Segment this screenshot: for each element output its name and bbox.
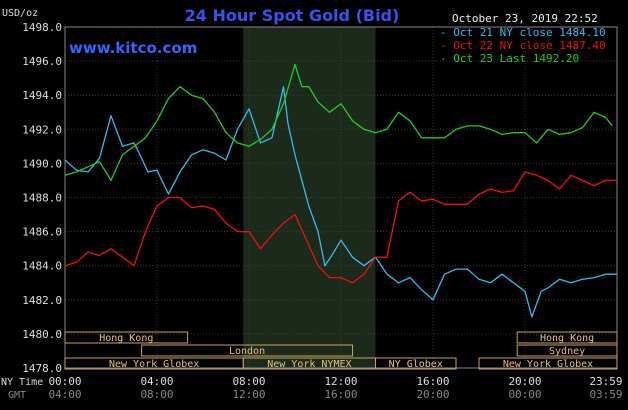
timestamp: October 23, 2019 22:52	[452, 12, 598, 25]
session-bar	[375, 357, 457, 370]
x-axis-ny-label: NY Time	[1, 377, 43, 388]
x-tick-gmt: 12:00	[232, 388, 265, 401]
session-bar	[141, 344, 353, 357]
x-tick-ny: 04:00	[140, 375, 173, 388]
legend-entry: - Oct 23 Last 1492.20	[440, 52, 579, 65]
x-tick-ny: 00:00	[48, 375, 81, 388]
x-tick-gmt: 00:00	[508, 388, 541, 401]
legend: - Oct 21 NY close 1484.10- Oct 22 NY clo…	[440, 26, 606, 65]
y-tick-label: 1492.0	[22, 123, 62, 136]
y-tick-label: 1488.0	[22, 192, 62, 205]
x-tick-gmt: 08:00	[140, 388, 173, 401]
session-label: Sydney	[549, 346, 585, 357]
y-tick-label: 1486.0	[22, 226, 62, 239]
x-tick-ny: 20:00	[508, 375, 541, 388]
x-tick-ny: 23:59	[589, 375, 622, 388]
legend-entry: - Oct 22 NY close 1487.40	[440, 39, 606, 52]
plot-frame	[64, 26, 618, 369]
y-tick-label: 1496.0	[22, 55, 62, 68]
session-bar	[516, 344, 618, 357]
x-tick-ny: 16:00	[416, 375, 449, 388]
y-tick-label: 1490.0	[22, 157, 62, 170]
y-tick-label: 1482.0	[22, 294, 62, 307]
session-bar	[516, 331, 618, 344]
session-label: New York Globex	[503, 359, 593, 370]
session-bar	[478, 357, 618, 370]
session-bar	[64, 331, 189, 344]
series-line-2	[64, 63, 613, 182]
legend-entry: - Oct 21 NY close 1484.10	[440, 26, 606, 39]
session-label: Hong Kong	[540, 333, 594, 344]
y-tick-label: 1480.0	[22, 328, 62, 341]
series-line-0	[64, 86, 617, 318]
series-line-1	[64, 171, 617, 284]
y-tick-label: 1494.0	[22, 89, 62, 102]
y-tick-label: 1478.0	[22, 362, 62, 375]
session-label: New York NYMEX	[267, 359, 351, 370]
session-label: London	[229, 346, 265, 357]
session-label: Hong Kong	[99, 333, 153, 344]
watermark: www.kitco.com	[69, 39, 197, 57]
session-label: New York Globex	[109, 359, 199, 370]
chart-title: 24 Hour Spot Gold (Bid)	[185, 6, 400, 25]
x-tick-ny: 08:00	[232, 375, 265, 388]
x-tick-gmt: 04:00	[48, 388, 81, 401]
x-tick-ny: 12:00	[324, 375, 357, 388]
x-axis-gmt-label: GMT	[8, 390, 26, 401]
y-tick-label: 1498.0	[22, 21, 62, 34]
x-tick-gmt: 16:00	[324, 388, 357, 401]
y-tick-label: 1484.0	[22, 260, 62, 273]
x-tick-gmt: 20:00	[416, 388, 449, 401]
x-tick-gmt: 03:59	[589, 388, 622, 401]
unit-label: USD/oz	[2, 8, 38, 19]
session-label: NY Globex	[389, 359, 443, 370]
